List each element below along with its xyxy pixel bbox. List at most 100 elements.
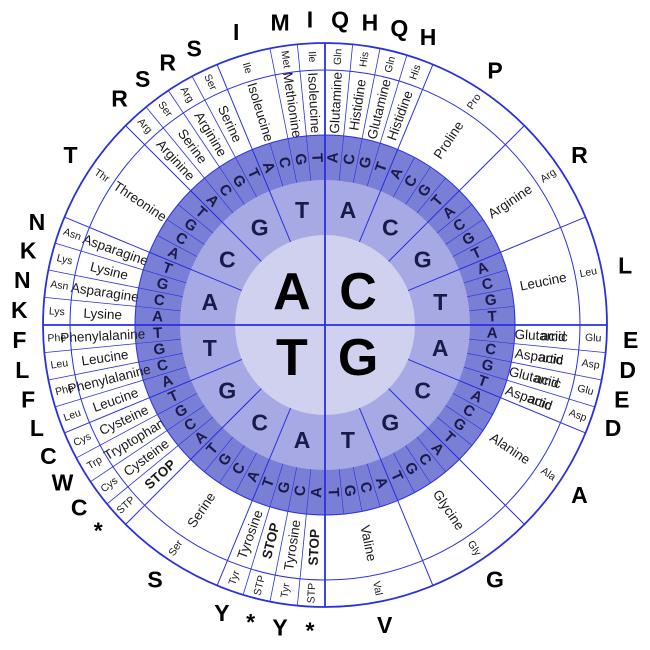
amino-letter: Y [272,615,287,641]
base2: A [294,427,311,453]
amino-full: STOP [306,529,323,566]
amino-letter: R [111,85,128,111]
amino-letter: N [29,209,46,235]
amino-full: Phenylalanine [60,326,145,345]
amino-letter: K [11,297,28,323]
base2: G [381,410,399,436]
amino-abbr: Leu [579,265,599,280]
base1-T: T [276,329,308,387]
amino-abbr: Cys [98,475,120,495]
amino-abbr: Arg [538,166,558,185]
amino-letter: L [30,415,44,441]
base3: T [487,308,497,325]
amino-letter: E [614,386,629,412]
amino-full: Threonine [111,178,170,224]
amino-letter: D [619,357,636,383]
amino-letter: V [377,612,393,638]
amino-full: Lysine [83,306,122,323]
amino-letter: E [623,327,638,353]
codon-wheel: ACGTACGTACGTACGTACGTACGTACGTACGTACGTACGT… [0,0,650,650]
amino-letter: C [71,494,88,520]
amino-letter: P [487,58,502,84]
amino-letter: L [618,252,632,278]
base1-C: C [339,263,377,321]
amino-full: Proline [431,118,467,161]
amino-full: Arginine [485,181,535,221]
base3: T [153,325,163,342]
amino-abbr: STP [305,583,318,604]
base2: C [414,377,431,403]
base2: T [433,289,447,315]
amino-abbr: Glu [576,382,595,398]
base2: A [340,197,357,223]
amino-letter: D [605,415,622,441]
base3: G [484,291,498,310]
base2: C [382,214,399,240]
amino-abbr: Lys [55,252,73,268]
amino-abbr: His [407,63,423,81]
amino-abbr: Ala [539,465,558,483]
amino-letter: H [362,9,379,35]
amino-abbr: Pro [465,91,484,111]
amino-letter: N [14,267,31,293]
amino-full: Histidine [346,78,368,131]
amino-abbr: Tyr [279,582,293,599]
amino-full: acid [540,328,565,344]
amino-abbr: Leu [62,407,83,424]
base3: G [152,340,166,359]
base2: C [251,410,268,436]
amino-letter: I [233,19,239,45]
amino-letter: T [64,142,78,168]
amino-abbr: Ser [201,72,219,92]
amino-full: Glycine [430,487,467,533]
amino-abbr: Lys [49,305,66,318]
amino-abbr: His [357,51,371,68]
base2: A [201,289,218,315]
amino-full: Glutamine [327,72,345,134]
amino-full: Isoleucine [305,72,323,133]
amino-letter: C [40,443,57,469]
amino-abbr: Thr [92,166,112,185]
amino-abbr: Trp [85,454,104,472]
amino-abbr: Gly [465,538,484,558]
base1-G: G [338,329,378,387]
amino-abbr: Tyr [226,568,242,586]
base3: A [486,324,498,342]
base3: T [325,487,342,497]
amino-letter: S [147,566,162,592]
amino-letter: F [12,327,26,353]
amino-letter: I [307,6,313,32]
amino-letter: K [20,238,37,264]
amino-letter: H [420,24,437,50]
amino-letter: Q [331,6,349,32]
amino-abbr: Arg [135,116,155,136]
amino-letter: W [52,469,74,495]
amino-abbr: Asn [50,278,70,293]
base3: G [291,152,310,166]
amino-full: Serine [184,490,218,531]
amino-letter: * [94,517,103,543]
amino-letter: S [186,35,201,61]
amino-letter: R [571,142,588,168]
base2: T [203,335,217,361]
base2: A [432,335,449,361]
amino-abbr: Ile [240,61,255,75]
amino-full: Valine [357,524,379,563]
amino-abbr: Ser [155,99,175,120]
amino-abbr: Val [370,580,385,596]
base2: G [414,247,432,273]
amino-abbr: Asn [62,226,83,243]
amino-letter: A [571,482,588,508]
base3: A [324,152,342,164]
amino-abbr: Leu [50,357,69,371]
base2: C [219,247,236,273]
base2: T [295,197,309,223]
amino-full: Isoleucine [244,81,276,144]
base3: G [340,484,359,498]
amino-letter: M [271,9,290,35]
amino-letter: G [486,566,504,592]
base3: A [152,308,164,326]
amino-abbr: Glu [585,332,602,345]
amino-abbr: Met [278,50,292,69]
amino-letter: * [246,609,255,635]
